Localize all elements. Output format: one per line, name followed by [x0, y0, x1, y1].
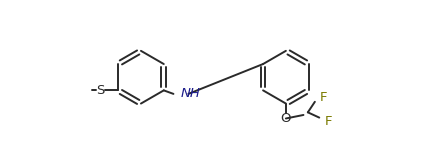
Text: NH: NH	[181, 87, 200, 100]
Text: F: F	[325, 115, 332, 128]
Text: S: S	[96, 84, 105, 97]
Text: O: O	[280, 112, 291, 125]
Text: F: F	[319, 91, 327, 104]
